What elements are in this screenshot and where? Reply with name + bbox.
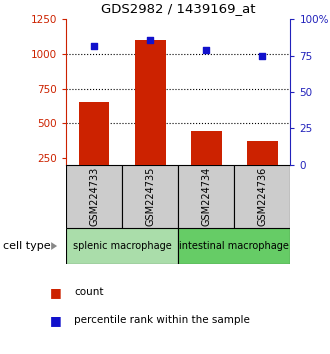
Text: GSM224734: GSM224734 <box>201 167 211 226</box>
Bar <box>178 228 290 264</box>
Bar <box>247 141 278 192</box>
Bar <box>234 165 290 228</box>
Bar <box>191 131 222 192</box>
Bar <box>122 165 178 228</box>
Text: splenic macrophage: splenic macrophage <box>73 241 172 251</box>
Point <box>91 43 97 48</box>
Text: intestinal macrophage: intestinal macrophage <box>180 241 289 251</box>
Text: cell type: cell type <box>3 241 51 251</box>
Text: GSM224735: GSM224735 <box>145 167 155 226</box>
Point <box>148 37 153 42</box>
Point <box>260 53 265 59</box>
Text: GSM224733: GSM224733 <box>89 167 99 226</box>
Text: ■: ■ <box>50 286 62 298</box>
Polygon shape <box>51 242 57 250</box>
Title: GDS2982 / 1439169_at: GDS2982 / 1439169_at <box>101 2 255 16</box>
Bar <box>178 165 234 228</box>
Bar <box>66 228 178 264</box>
Text: count: count <box>74 287 104 297</box>
Text: GSM224736: GSM224736 <box>257 167 267 226</box>
Bar <box>135 40 166 192</box>
Point <box>204 47 209 53</box>
Text: percentile rank within the sample: percentile rank within the sample <box>74 315 250 325</box>
Bar <box>79 102 110 192</box>
Text: ■: ■ <box>50 314 62 327</box>
Bar <box>66 165 122 228</box>
